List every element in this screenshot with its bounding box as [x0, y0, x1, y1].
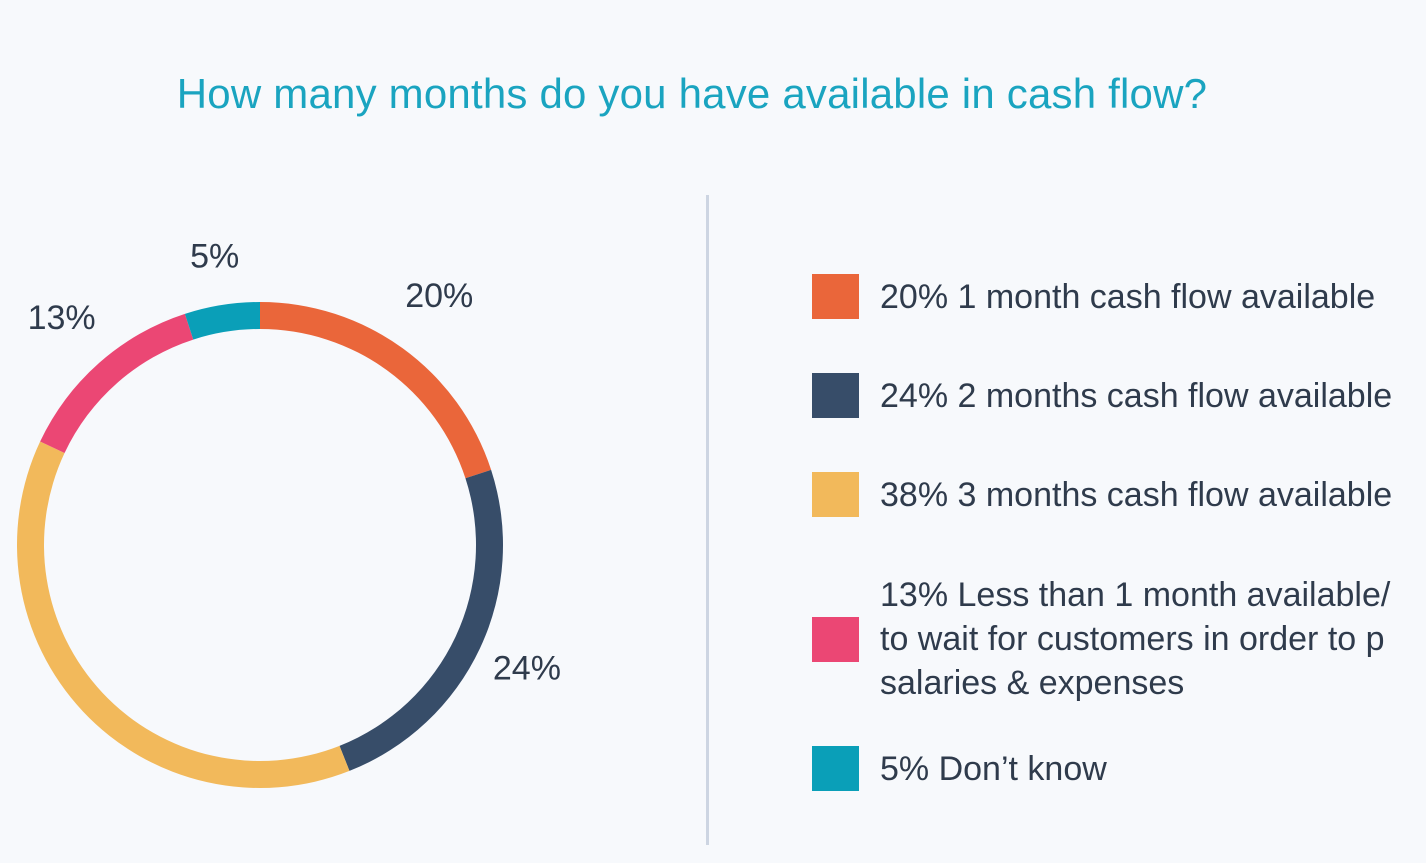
legend-swatch-3-months — [812, 472, 859, 517]
legend-swatch-2-months — [812, 373, 859, 418]
donut-labels: 20% 24% 13% 5% — [28, 238, 561, 688]
legend-label-less-than-1-month: 13% Less than 1 month available/ to wait… — [880, 576, 1391, 702]
donut-label-dont-know: 5% — [190, 238, 239, 276]
legend-label-dont-know: 5% Don’t know — [880, 749, 1107, 788]
legend-swatch-1-month — [812, 274, 859, 319]
donut-slice-1-month — [260, 302, 492, 479]
donut-slice-less-than-1-month — [40, 313, 194, 454]
donut-slice-2-months — [339, 469, 503, 771]
donut-slice-dont-know — [184, 302, 260, 340]
legend-item-1-month: 20% 1 month cash flow available — [812, 274, 1420, 319]
donut-label-2-months: 24% — [493, 650, 561, 688]
legend-label-3-months: 38% 3 months cash flow available — [880, 475, 1393, 514]
legend: 20% 1 month cash flow available 24% 2 mo… — [812, 0, 1426, 863]
legend-label-2-months: 24% 2 months cash flow available — [880, 376, 1393, 415]
legend-item-2-months: 24% 2 months cash flow available — [812, 373, 1420, 418]
divider — [706, 195, 709, 845]
legend-swatch-dont-know — [812, 746, 859, 791]
chart-title: How many months do you have available in… — [176, 70, 1208, 117]
donut-slice-3-months — [17, 441, 350, 788]
legend-swatch-less-than-1-month — [812, 616, 859, 662]
legend-item-3-months: 38% 3 months cash flow available — [812, 472, 1420, 517]
legend-label-1-month: 20% 1 month cash flow available — [880, 277, 1376, 316]
legend-item-dont-know: 5% Don’t know — [812, 746, 1420, 791]
donut-label-1-month: 20% — [405, 277, 473, 315]
donut-chart: 20% 24% 13% 5% — [17, 238, 561, 788]
donut-label-less-than-1-month: 13% — [28, 299, 96, 337]
donut-slices — [17, 302, 503, 788]
legend-item-less-than-1-month: 13% Less than 1 month available/ to wait… — [812, 573, 1420, 705]
